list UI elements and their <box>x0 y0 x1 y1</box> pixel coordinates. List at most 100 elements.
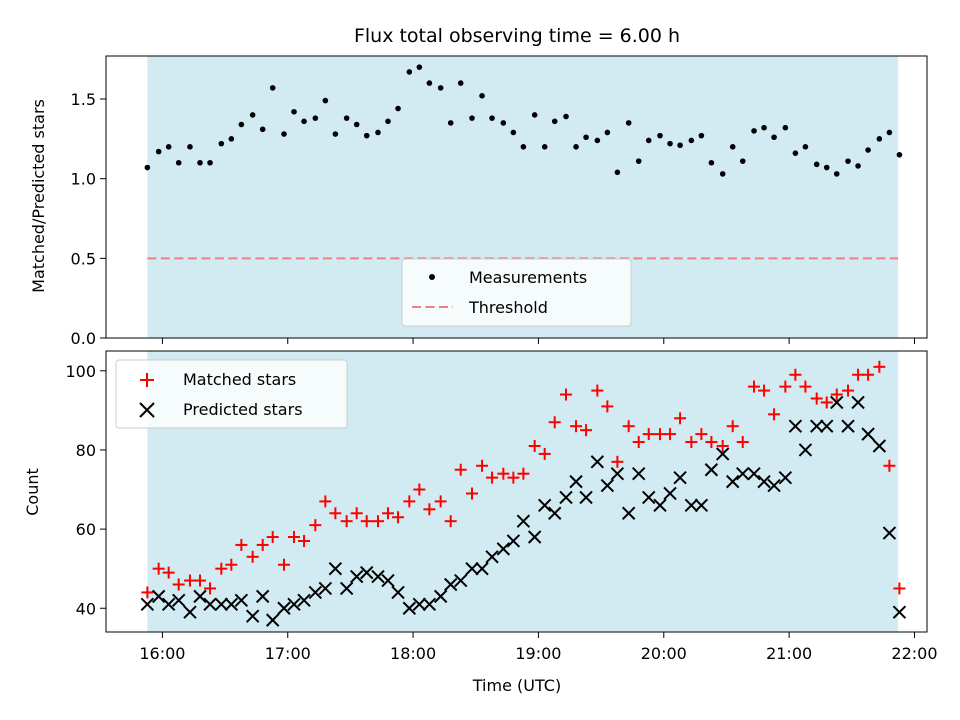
y-tick-label: 80 <box>76 441 96 460</box>
matched-star-point <box>758 384 771 397</box>
measurement-point <box>249 112 256 118</box>
predicted-star-point <box>809 419 824 433</box>
predicted-star-point <box>798 443 813 457</box>
matched-star-point <box>611 455 624 468</box>
matched-star-point <box>695 428 708 441</box>
measurement-point <box>197 159 203 166</box>
matched-star-point <box>329 507 342 520</box>
measurement-point <box>583 134 589 141</box>
measurement-point <box>469 115 475 121</box>
measurement-point <box>833 171 840 177</box>
matched-star-point <box>360 515 373 528</box>
predicted-star-point <box>422 597 437 612</box>
predicted-star-point <box>632 466 646 481</box>
chart-title: Flux total observing time = 6.00 h <box>354 25 680 47</box>
predicted-star-point <box>673 470 687 485</box>
predicted-star-point <box>882 526 897 540</box>
predicted-star-point <box>203 597 217 612</box>
predicted-star-point <box>516 514 531 528</box>
matched-star-point <box>601 400 614 413</box>
legend-threshold-label: Threshold <box>468 298 548 317</box>
measurement-point <box>625 120 632 126</box>
measurement-point <box>207 159 213 166</box>
predicted-star-point <box>527 530 542 544</box>
measurement-point <box>792 150 799 156</box>
bottom-panel: 40 60 80 100 16:00 17:00 18:00 19:00 20:00 21:00… <box>23 350 938 695</box>
predicted-star-point <box>381 573 395 588</box>
measurement-point <box>541 144 548 150</box>
matched-star-point <box>622 420 635 433</box>
matched-star-point <box>570 420 583 433</box>
matched-star-point <box>497 467 510 480</box>
x-tick-label: 19:00 <box>515 644 561 663</box>
measurement-point <box>677 142 683 149</box>
matched-star-point <box>705 436 718 449</box>
matched-star-point <box>256 538 269 551</box>
predicted-star-point <box>642 490 656 505</box>
measurement-point <box>489 115 495 121</box>
measurement-point <box>447 120 454 126</box>
measurement-point <box>363 132 370 139</box>
matched-star-point <box>830 388 843 401</box>
x-axis-label: Time (UTC) <box>472 676 561 695</box>
measurement-point <box>865 147 871 153</box>
top-x-ticks <box>161 338 915 344</box>
matched-star-point <box>517 467 530 480</box>
measurement-point <box>238 121 245 128</box>
matched-star-point <box>507 471 520 484</box>
legend-matched-marker <box>140 373 154 387</box>
measurement-point <box>604 129 611 136</box>
measurement-point <box>437 85 444 91</box>
matched-star-point <box>486 471 499 484</box>
predicted-star-point <box>621 506 636 520</box>
matched-star-point <box>560 388 573 401</box>
legend-matched-label: Matched stars <box>183 370 296 389</box>
matched-star-point <box>664 428 677 441</box>
measurement-point <box>886 129 893 136</box>
predicted-star-point <box>140 597 155 612</box>
matched-star-point <box>768 408 781 421</box>
matched-star-point <box>799 380 812 393</box>
measurement-point <box>291 108 297 115</box>
matched-star-point <box>350 507 363 520</box>
measurement-point <box>845 158 851 164</box>
measurement-point <box>876 136 883 142</box>
matched-star-point <box>466 487 479 500</box>
matched-star-point <box>382 507 395 520</box>
predicted-star-point <box>412 597 427 612</box>
predicted-star-point <box>736 466 750 481</box>
bottom-legend-box <box>115 359 348 429</box>
predicted-star-point <box>245 609 260 623</box>
predicted-star-point <box>328 561 343 576</box>
measurement-point <box>614 169 621 176</box>
predicted-star-point <box>360 565 374 580</box>
y-tick-label: 1.0 <box>71 170 96 189</box>
predicted-star-point <box>506 534 521 548</box>
measurement-point <box>510 129 517 136</box>
matched-star-point <box>726 420 739 433</box>
y-tick-label: 40 <box>76 599 96 618</box>
measurement-point <box>719 171 726 177</box>
predicted-star-point <box>318 581 333 596</box>
matched-star-point <box>319 495 332 508</box>
matched-star-point <box>413 483 426 496</box>
predicted-star-point <box>767 478 781 493</box>
predicted-star-point <box>287 597 301 612</box>
predicted-star-point <box>277 601 291 615</box>
predicted-star-point <box>663 486 677 501</box>
matched-star-point <box>674 412 687 425</box>
measurement-point <box>771 134 777 141</box>
matched-star-point <box>444 515 457 528</box>
matched-star-point <box>392 511 405 524</box>
measurement-point <box>353 121 360 128</box>
predicted-star-point <box>861 427 875 441</box>
predicted-star-point <box>851 395 865 410</box>
predicted-star-point <box>820 419 834 433</box>
measurement-point <box>175 159 182 166</box>
matched-star-point <box>172 578 185 591</box>
matched-star-point <box>789 368 802 381</box>
matched-star-point <box>235 538 248 551</box>
predicted-star-point <box>193 589 207 604</box>
x-tick-label: 16:00 <box>139 644 185 663</box>
measurement-point <box>698 132 705 139</box>
